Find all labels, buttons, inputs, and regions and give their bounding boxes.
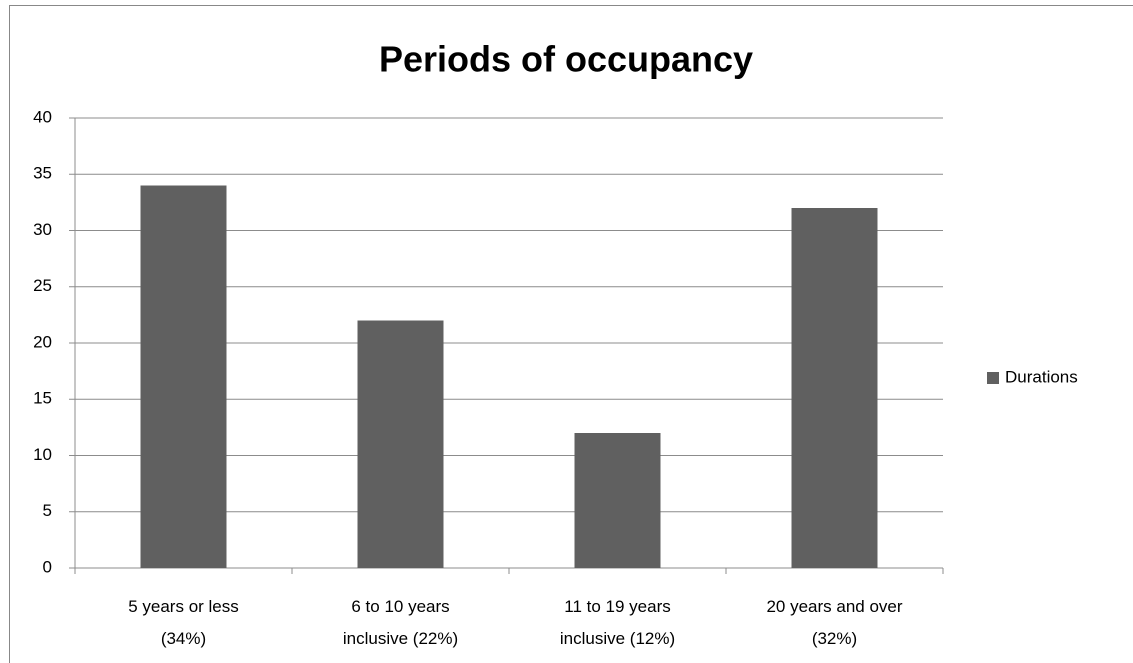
bar xyxy=(574,433,661,568)
y-tick-label: 30 xyxy=(33,220,52,239)
x-tick-label: 11 to 19 years inclusive (12%) xyxy=(559,597,676,648)
bar xyxy=(140,185,227,568)
y-tick-label: 25 xyxy=(33,276,52,295)
legend-swatch xyxy=(987,372,999,384)
x-tick-label: 6 to 10 years inclusive (22%) xyxy=(342,597,459,648)
y-tick-label: 10 xyxy=(33,445,52,464)
bar xyxy=(357,320,444,568)
x-tick-label: 20 years and over (32%) xyxy=(766,597,903,648)
bar xyxy=(791,208,878,568)
y-tick-label: 40 xyxy=(33,107,52,126)
chart-title: Periods of occupancy xyxy=(379,39,753,80)
x-tick-label: 5 years or less (34%) xyxy=(128,597,239,648)
y-tick-label: 15 xyxy=(33,389,52,408)
legend-label: Durations xyxy=(1005,367,1078,386)
y-tick-label: 5 xyxy=(43,501,52,520)
chart-border xyxy=(9,5,1133,663)
y-tick-label: 20 xyxy=(33,332,52,351)
y-tick-label: 0 xyxy=(43,557,52,576)
y-tick-label: 35 xyxy=(33,164,52,183)
